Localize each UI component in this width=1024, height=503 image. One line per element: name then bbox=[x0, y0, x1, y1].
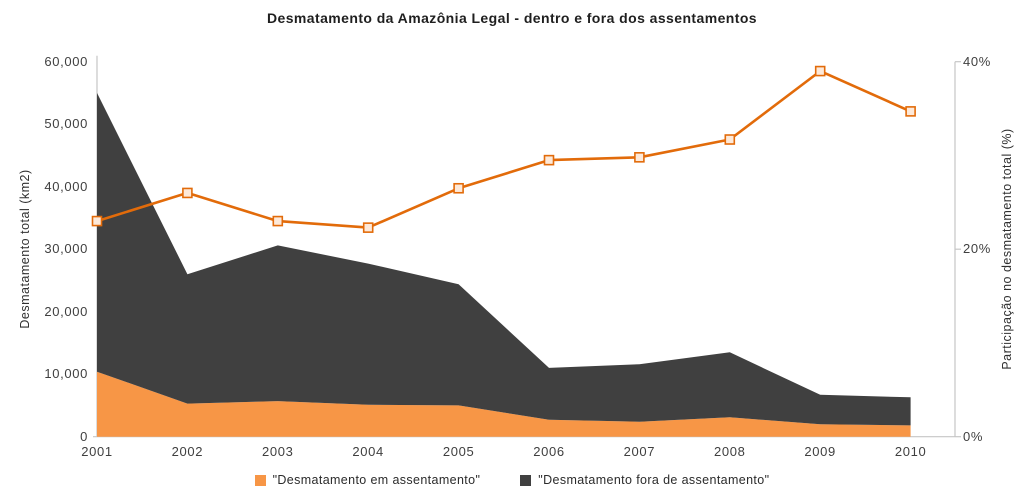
participacao-marker bbox=[814, 65, 826, 77]
participacao-line bbox=[96, 69, 912, 229]
participacao-marker bbox=[91, 215, 103, 227]
legend-label-em-assentamento: "Desmatamento em assentamento" bbox=[272, 473, 481, 487]
left-axis-tick-label: 0 bbox=[80, 428, 88, 444]
x-axis-tick-label: 2008 bbox=[714, 444, 746, 459]
participacao-marker bbox=[724, 134, 736, 145]
area-fora-assentamento bbox=[97, 92, 911, 426]
right-axis-tick-label: 20% bbox=[963, 241, 991, 257]
participacao-marker bbox=[905, 106, 916, 117]
chart-title: Desmatamento da Amazônia Legal - dentro … bbox=[266, 10, 758, 26]
left-axis-tick-label: 40,000 bbox=[44, 178, 88, 194]
legend-swatch-fora-assentamento-icon bbox=[520, 474, 532, 486]
participacao-marker bbox=[272, 215, 284, 227]
participacao-marker bbox=[634, 152, 645, 163]
legend-item-em-assentamento: "Desmatamento em assentamento" bbox=[254, 473, 481, 487]
left-axis-tick-label: 60,000 bbox=[44, 53, 88, 69]
participacao-marker bbox=[453, 182, 464, 194]
x-axis-tick-label: 2004 bbox=[352, 444, 384, 459]
participacao-marker bbox=[362, 222, 374, 233]
participacao-marker bbox=[182, 187, 193, 199]
legend-swatch-em-assentamento-icon bbox=[254, 474, 266, 486]
legend-label-fora-assentamento: "Desmatamento fora de assentamento" bbox=[538, 473, 770, 487]
x-axis-tick-label: 2006 bbox=[533, 444, 565, 459]
x-axis-tick-label: 2007 bbox=[623, 444, 656, 459]
x-axis-tick-label: 2009 bbox=[804, 444, 836, 459]
legend-item-fora-assentamento: "Desmatamento fora de assentamento" bbox=[520, 473, 769, 487]
area-em-assentamento bbox=[97, 371, 911, 437]
left-axis-tick-label: 10,000 bbox=[44, 366, 88, 382]
right-axis-tick-label: 40% bbox=[963, 53, 991, 69]
x-axis-tick-label: 2001 bbox=[81, 444, 113, 459]
participacao-marker bbox=[543, 154, 555, 166]
x-axis-tick-label: 2002 bbox=[171, 444, 204, 459]
left-axis-tick-label: 20,000 bbox=[44, 303, 88, 319]
x-axis-tick-label: 2005 bbox=[442, 444, 475, 459]
right-axis-tick-label: 0% bbox=[963, 428, 984, 444]
legend: "Desmatamento em assentamento" "Desmatam… bbox=[0, 470, 1024, 490]
x-axis-tick-label: 2010 bbox=[894, 444, 927, 459]
left-axis-tick-label: 50,000 bbox=[44, 116, 88, 132]
left-axis-tick-label: 30,000 bbox=[44, 241, 88, 257]
x-axis-tick-label: 2003 bbox=[262, 444, 294, 459]
